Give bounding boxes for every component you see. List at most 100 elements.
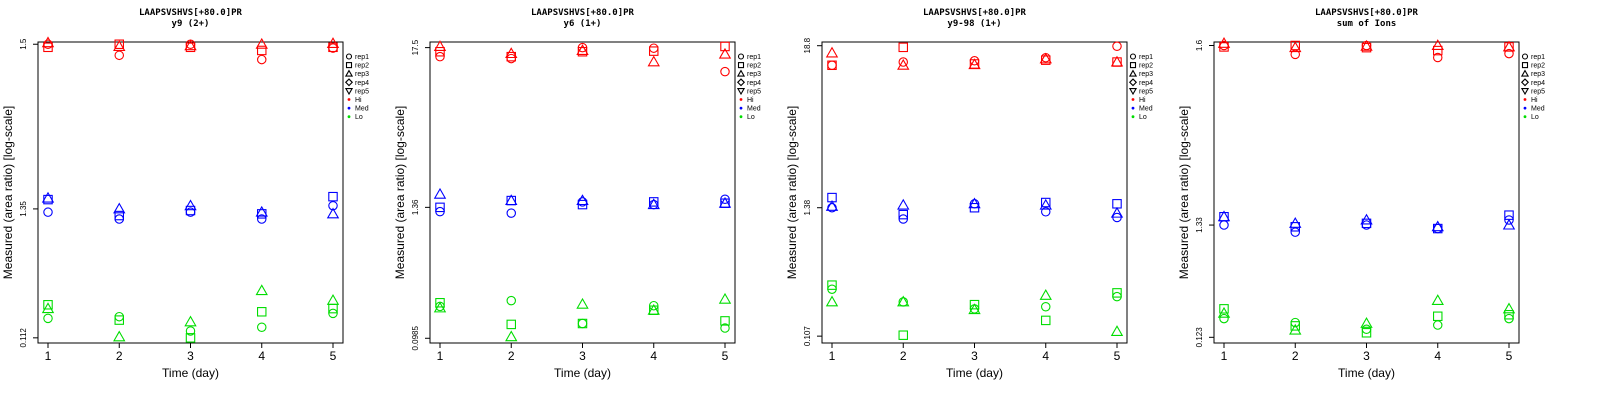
x-tick-label: 4	[1042, 349, 1049, 363]
data-point-med-rep3-day4	[1431, 220, 1444, 232]
data-point-lo-rep2-day4	[256, 307, 267, 317]
x-tick-label: 3	[971, 349, 978, 363]
data-point-lo-rep2-day1	[43, 300, 53, 310]
x-tick-label: 2	[1292, 349, 1299, 363]
data-point-med-rep2-day3	[1361, 218, 1372, 229]
data-point-hi-rep3-day2	[113, 40, 126, 52]
legend-label-rep1: rep1	[355, 54, 369, 61]
x-tick-label: 1	[437, 349, 444, 363]
data-point-med-rep3-day1	[433, 187, 447, 199]
data-point-hi-rep2-day4	[648, 46, 659, 56]
x-axis-label: Time (day)	[946, 366, 1003, 380]
data-point-hi-rep3-day4	[1431, 39, 1444, 50]
data-point-hi-rep3-day2	[1289, 41, 1302, 53]
x-axis-label: Time (day)	[1338, 366, 1395, 380]
data-point-hi-rep3-day1	[41, 36, 55, 48]
y-tick-label: 0.0985	[411, 325, 420, 350]
legend-label-Lo: Lo	[1531, 114, 1539, 121]
data-point-lo-rep1-day2	[506, 295, 517, 306]
legend-label-rep5: rep5	[747, 88, 761, 95]
x-tick-label: 1	[1221, 349, 1228, 363]
data-point-lo-rep3-day3	[968, 303, 981, 315]
x-tick-label: 2	[116, 349, 123, 363]
legend-symbol-rep4	[344, 78, 354, 87]
data-point-lo-rep1-day1	[43, 313, 53, 324]
x-tick-label: 4	[1434, 349, 1441, 363]
legend-symbol-rep1	[1521, 53, 1529, 60]
y-axis-label: Measured (area ratio) [log-scale]	[1177, 106, 1191, 279]
data-point-lo-rep2-day5	[1112, 288, 1122, 298]
data-point-hi-rep3-day4	[647, 55, 660, 67]
legend-dot-Med	[347, 106, 351, 110]
legend-label-Hi: Hi	[355, 97, 362, 104]
data-point-med-rep1-day4	[1040, 207, 1051, 217]
data-point-med-rep2-day1	[435, 202, 445, 213]
legend-label-Lo: Lo	[355, 114, 363, 121]
legend-symbol-rep5	[736, 88, 746, 96]
legend-label-rep4: rep4	[355, 80, 369, 87]
data-point-hi-rep1-day2	[506, 53, 517, 64]
x-tick-label: 4	[650, 349, 657, 363]
x-tick-label: 4	[258, 349, 265, 363]
data-point-lo-rep2-day2	[1290, 321, 1301, 331]
data-point-hi-rep1-day5	[1112, 41, 1122, 51]
data-point-med-rep3-day2	[1289, 216, 1302, 228]
data-point-hi-rep3-day5	[718, 47, 732, 59]
data-point-med-rep3-day5	[718, 196, 732, 208]
data-point-hi-rep2-day1	[43, 42, 53, 53]
data-point-med-rep1-day5	[1504, 215, 1514, 225]
y-axis-label: Measured (area ratio) [log-scale]	[393, 106, 407, 279]
legend-dot-Med	[1523, 106, 1527, 110]
data-point-lo-rep2-day3	[185, 333, 196, 343]
x-tick-label: 3	[579, 349, 586, 363]
data-point-lo-rep3-day4	[1431, 294, 1444, 305]
data-point-med-rep3-day5	[326, 207, 340, 219]
data-point-lo-rep3-day1	[41, 302, 55, 314]
legend-label-rep2: rep2	[355, 63, 369, 70]
legend-symbol-rep3	[1128, 69, 1138, 77]
legend-symbol-rep2	[345, 62, 353, 69]
legend-label-rep5: rep5	[355, 88, 369, 95]
data-point-lo-rep3-day2	[897, 295, 910, 307]
y-axis-label: Measured (area ratio) [log-scale]	[1, 106, 15, 279]
chart-title: LAAPSVSHVS[+80.0]PR	[139, 8, 243, 18]
data-point-lo-rep3-day1	[825, 295, 839, 307]
data-point-lo-rep3-day2	[113, 330, 126, 342]
data-point-lo-rep3-day5	[1110, 325, 1124, 337]
data-point-lo-rep3-day4	[255, 284, 268, 296]
legend-dot-Lo	[347, 115, 351, 119]
legend-dot-Med	[739, 106, 743, 110]
data-point-lo-rep1-day1	[1219, 313, 1229, 324]
data-point-med-rep3-day2	[113, 202, 126, 214]
data-point-lo-rep3-day2	[505, 330, 518, 342]
data-point-med-rep1-day2	[1290, 227, 1301, 237]
data-point-lo-rep2-day1	[827, 280, 837, 290]
y-tick-label: 1.38	[803, 199, 812, 215]
data-point-lo-rep1-day5	[720, 323, 730, 333]
chart-title: LAAPSVSHVS[+80.0]PR	[531, 8, 635, 18]
data-point-lo-rep1-day3	[1361, 324, 1372, 335]
data-point-lo-rep2-day3	[969, 299, 980, 310]
legend-label-Med: Med	[747, 106, 761, 113]
legend-symbol-rep5	[1520, 88, 1530, 96]
data-point-hi-rep1-day5	[1504, 48, 1514, 59]
y-tick-label: 1.33	[1195, 217, 1204, 233]
legend-label-Lo: Lo	[747, 114, 755, 121]
legend-symbol-rep5	[344, 88, 354, 96]
y-tick-label: 1.6	[1195, 39, 1204, 51]
plot-frame	[1213, 41, 1520, 344]
chart-subtitle: sum of Ions	[1337, 19, 1397, 29]
data-point-hi-rep2-day2	[114, 39, 125, 49]
y-tick-label: 0.107	[803, 326, 812, 347]
data-point-hi-rep1-day2	[898, 57, 909, 67]
data-point-hi-rep1-day5	[720, 66, 730, 77]
data-point-hi-rep2-day1	[435, 46, 445, 57]
data-point-hi-rep1-day2	[114, 50, 125, 61]
legend-label-rep2: rep2	[1139, 63, 1153, 70]
data-point-med-rep3-day3	[576, 194, 589, 206]
chart-subtitle: y6 (1+)	[564, 19, 602, 29]
